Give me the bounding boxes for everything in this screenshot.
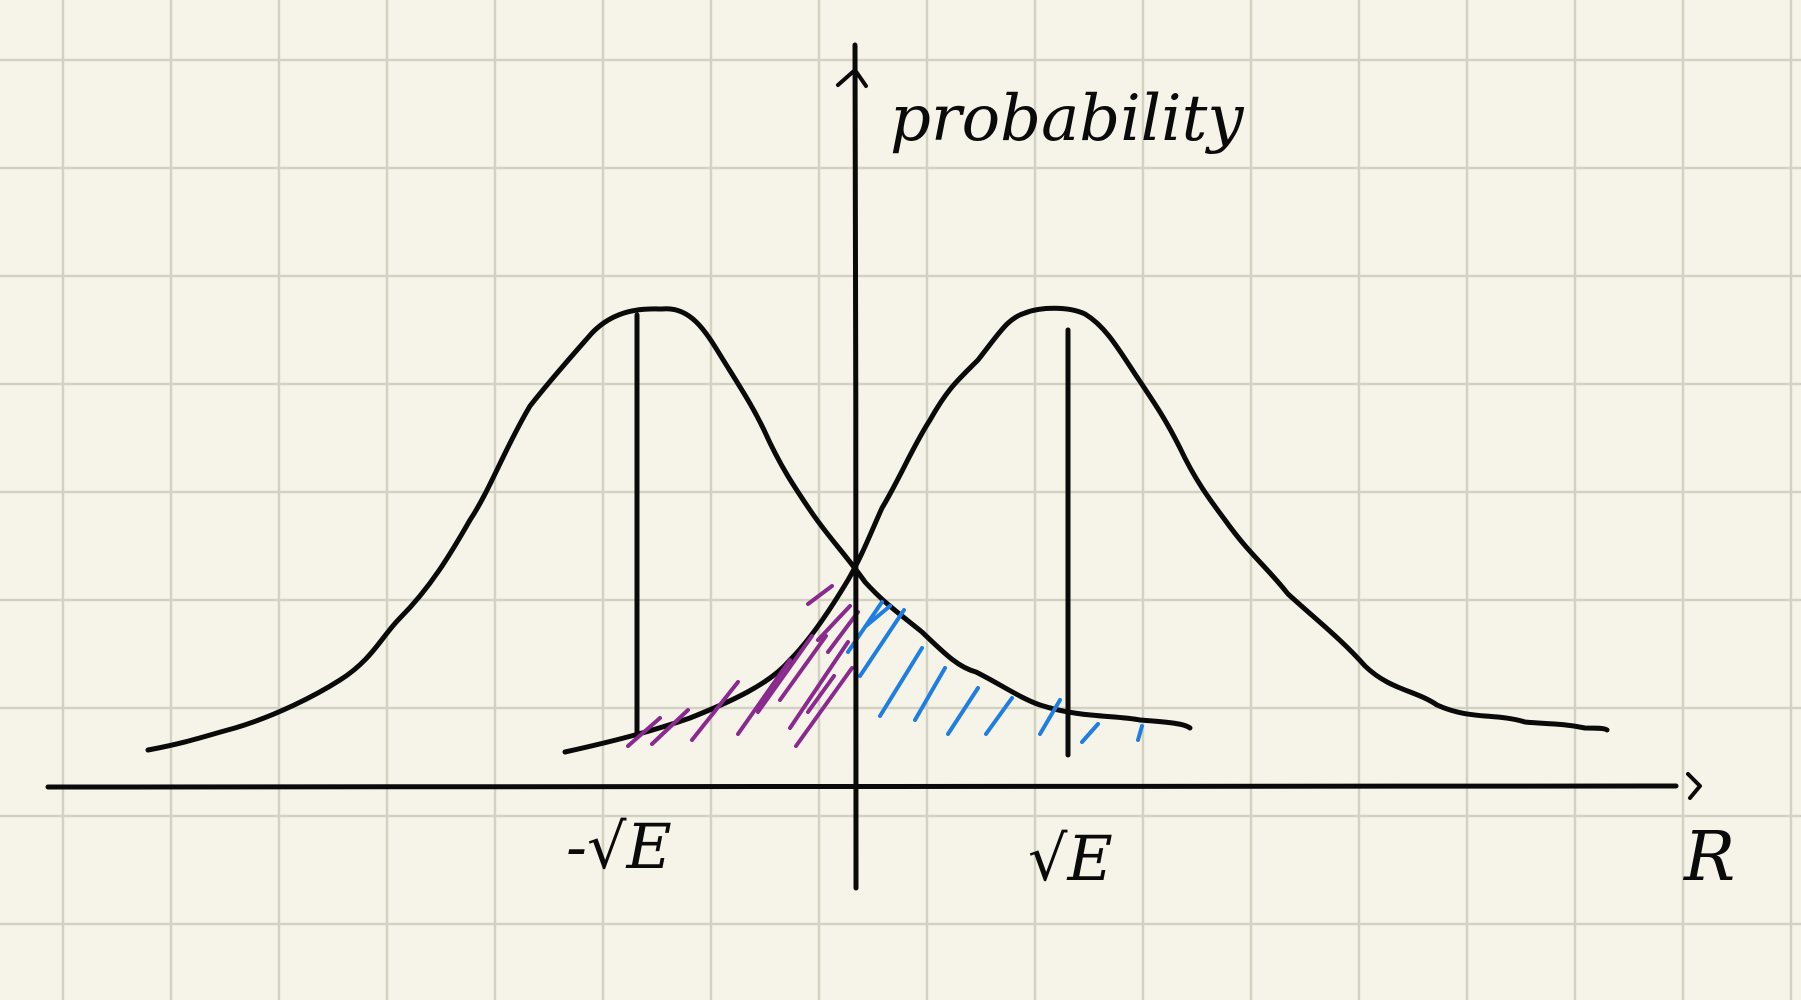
x-axis-label: R <box>1682 818 1735 897</box>
x-axis-arrowhead <box>1686 772 1702 800</box>
x-axis <box>45 783 1679 790</box>
left-gaussian-curve <box>145 306 1193 753</box>
left-tail-hatching <box>626 584 860 748</box>
left-mean-tick-label: -√E <box>566 810 672 883</box>
y-axis-arrowhead <box>836 68 868 88</box>
right-tail-hatching <box>846 600 1144 744</box>
right-mean-tick-label: √E <box>1028 822 1113 895</box>
y-axis <box>852 42 859 891</box>
y-axis-label: probability <box>890 82 1244 156</box>
right-gaussian-curve <box>562 305 1610 755</box>
